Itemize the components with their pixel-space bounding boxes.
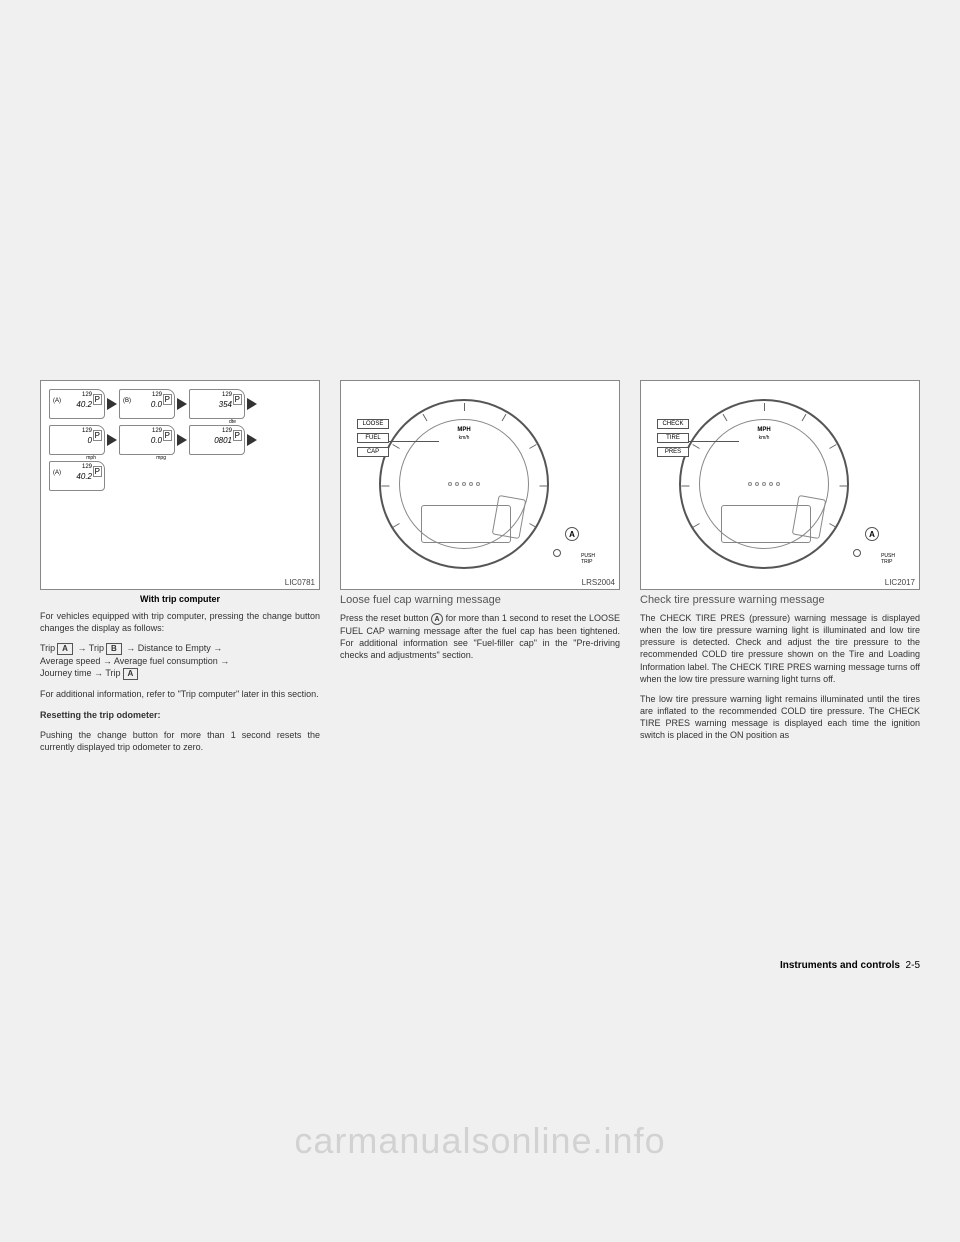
paragraph: The low tire pressure warning light rema… — [640, 693, 920, 742]
figure-label: LIC0781 — [285, 578, 315, 587]
paragraph: Pushing the change button for more than … — [40, 729, 320, 753]
column-2: MPH km/h LOOSE FUEL — [340, 380, 620, 1000]
button-a-icon: A — [565, 527, 579, 541]
button-a-icon: A — [865, 527, 879, 541]
column-3: MPH km/h CHECK TIRE — [640, 380, 920, 1000]
figure-label: LIC2017 — [885, 578, 915, 587]
manual-page: (A)12940.2P (B)1290.0P 129354Pdte 1290Pm… — [40, 380, 920, 1000]
page-footer: Instruments and controls 2-5 — [780, 960, 920, 971]
figure-label: LRS2004 — [582, 578, 615, 587]
figure-caption: With trip computer — [40, 594, 320, 604]
figure-loose-fuel-cap: MPH km/h LOOSE FUEL — [340, 380, 620, 590]
figure-trip-computer: (A)12940.2P (B)1290.0P 129354Pdte 1290Pm… — [40, 380, 320, 590]
trip-sequence: TripA → TripB → Distance to Empty → Aver… — [40, 642, 320, 680]
paragraph: Press the reset button A for more than 1… — [340, 612, 620, 661]
figure-check-tire-pressure: MPH km/h CHECK TIRE — [640, 380, 920, 590]
section-heading: Check tire pressure warning message — [640, 594, 920, 606]
watermark: carmanualsonline.info — [0, 1120, 960, 1162]
column-1: (A)12940.2P (B)1290.0P 129354Pdte 1290Pm… — [40, 380, 320, 1000]
paragraph: The CHECK TIRE PRES (pressure) warning m… — [640, 612, 920, 685]
paragraph: For vehicles equipped with trip computer… — [40, 610, 320, 634]
section-heading: Loose fuel cap warning message — [340, 594, 620, 606]
subheading: Resetting the trip odometer: — [40, 709, 320, 721]
paragraph: For additional information, refer to "Tr… — [40, 688, 320, 700]
